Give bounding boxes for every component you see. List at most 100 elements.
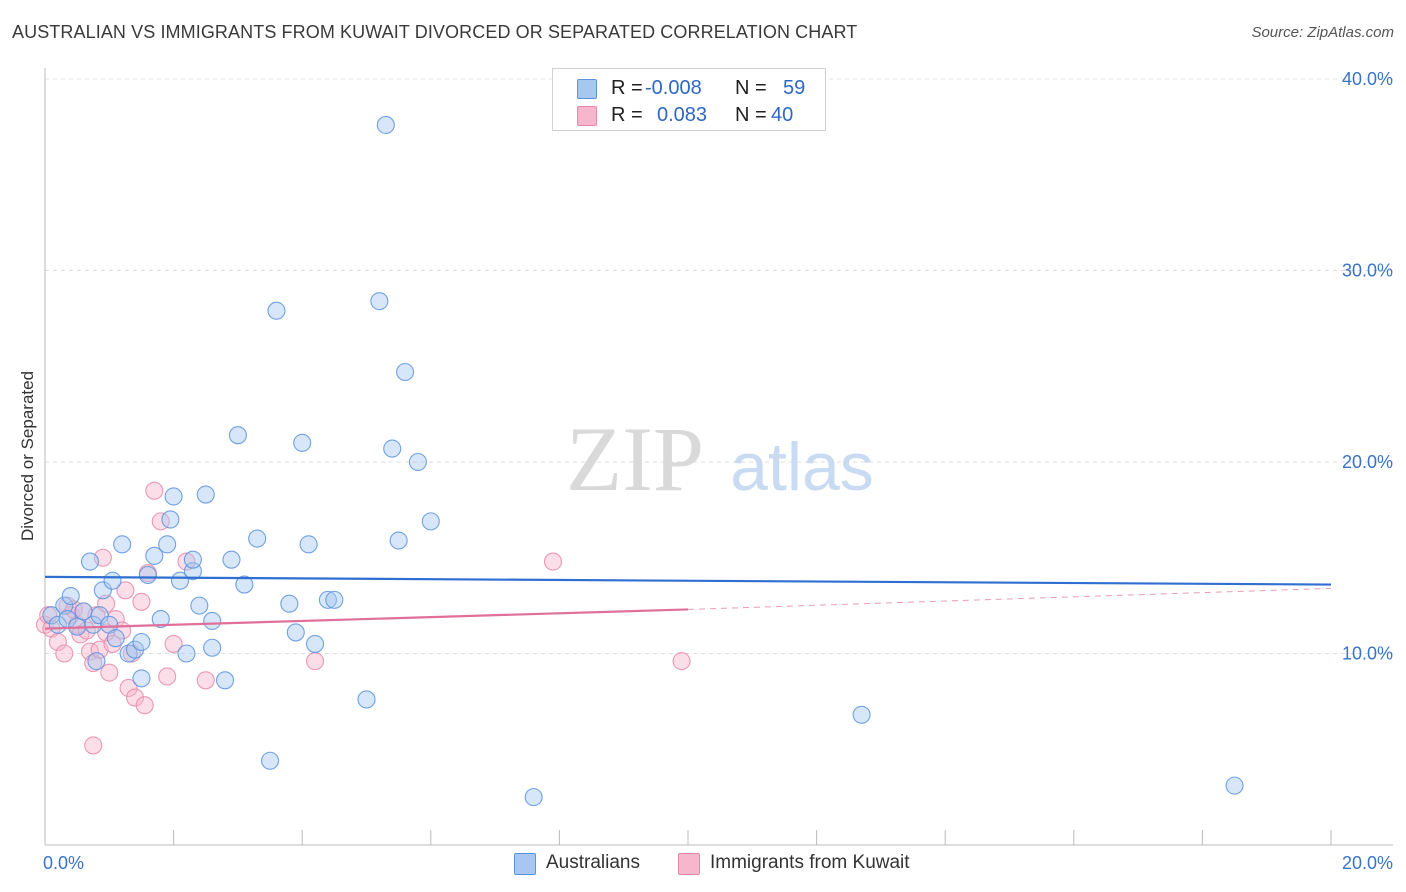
data-point	[228, 426, 247, 445]
data-point	[135, 696, 154, 715]
legend-swatch-australians	[514, 853, 536, 875]
legend-label-kuwait: Immigrants from Kuwait	[710, 852, 910, 873]
data-point	[1225, 776, 1244, 795]
data-point	[183, 550, 202, 569]
data-point	[215, 671, 235, 690]
data-point	[132, 632, 151, 652]
data-point	[325, 590, 344, 609]
data-point	[164, 634, 183, 653]
data-point	[90, 606, 109, 625]
data-point	[389, 531, 408, 550]
tick-labels: 10.0% 20.0% 30.0% 40.0% 0.0% 20.0%	[43, 69, 1393, 873]
y-tick-label: 40.0%	[1342, 69, 1393, 89]
data-point	[248, 529, 267, 548]
data-point	[80, 552, 100, 571]
data-point	[84, 736, 103, 755]
legend-r-value: -0.008	[645, 77, 702, 99]
y-tick-label: 20.0%	[1342, 452, 1393, 472]
data-point	[306, 634, 325, 653]
data-point	[267, 301, 286, 320]
chart-title: AUSTRALIAN VS IMMIGRANTS FROM KUWAIT DIV…	[12, 22, 858, 42]
data-point	[132, 592, 151, 611]
stats-legend: R = -0.008 N = 59 R = 0.083 N = 40	[552, 68, 826, 131]
watermark-atlas: atlas	[730, 429, 874, 505]
data-point	[125, 640, 145, 659]
legend-swatch-australians	[577, 79, 597, 99]
data-point	[852, 705, 871, 724]
data-point	[260, 751, 280, 770]
data-point	[203, 611, 222, 630]
data-point	[235, 575, 254, 594]
legend-n-value: 40	[771, 104, 794, 126]
data-point	[161, 510, 180, 529]
data-point	[222, 550, 241, 569]
data-point	[524, 788, 543, 807]
y-tick-label: 30.0%	[1342, 261, 1393, 281]
data-point	[370, 292, 389, 311]
y-axis-title: Divorced or Separated	[18, 371, 37, 541]
data-point	[138, 565, 157, 585]
legend-label-australians: Australians	[546, 852, 640, 873]
data-point	[158, 667, 177, 686]
data-point	[190, 596, 209, 615]
data-point	[145, 481, 164, 500]
data-point	[408, 452, 427, 472]
data-point	[119, 678, 138, 698]
x-tick-label: 0.0%	[43, 853, 84, 873]
data-point	[543, 552, 563, 571]
data-point	[151, 609, 170, 629]
data-point	[672, 652, 691, 671]
data-point	[421, 512, 440, 531]
data-point	[376, 115, 395, 135]
data-point	[318, 590, 337, 609]
data-point	[93, 581, 112, 600]
data-point	[132, 669, 151, 688]
data-point	[158, 535, 177, 554]
x-tick-label: 20.0%	[1342, 853, 1393, 873]
gridlines	[45, 78, 1393, 654]
legend-r-label: R =	[611, 104, 643, 126]
series-australians	[42, 115, 1244, 807]
data-point	[170, 571, 190, 590]
data-point	[280, 594, 299, 613]
data-point	[113, 535, 132, 554]
data-point	[286, 623, 305, 642]
data-point	[177, 644, 196, 663]
data-point	[103, 571, 122, 590]
data-point	[55, 596, 74, 615]
trend-lines	[44, 575, 1332, 630]
data-point	[293, 433, 312, 452]
data-point	[61, 586, 80, 606]
y-tick-label: 10.0%	[1342, 644, 1393, 664]
legend-swatch-kuwait	[577, 106, 597, 126]
trend-line-australians	[44, 575, 1332, 586]
data-point	[306, 652, 325, 671]
data-point	[106, 629, 125, 648]
data-point	[103, 634, 122, 653]
data-point	[396, 362, 415, 382]
legend-swatch-kuwait	[678, 853, 700, 875]
data-point	[145, 546, 164, 565]
axes	[44, 68, 1393, 846]
legend-r-label: R =	[611, 77, 643, 99]
data-point	[196, 485, 215, 504]
data-point	[116, 581, 135, 600]
data-point	[383, 439, 402, 458]
data-point	[299, 535, 318, 554]
data-point	[164, 487, 183, 506]
data-point	[84, 615, 103, 634]
data-point	[177, 552, 196, 571]
source-label: Source: ZipAtlas.com	[1251, 24, 1394, 41]
legend-n-value: 59	[783, 77, 806, 99]
watermark-zip: ZIP	[566, 408, 704, 510]
legend-n-label: N =	[735, 77, 767, 99]
data-point	[100, 663, 119, 682]
legend-n-label: N =	[735, 104, 767, 126]
data-point	[125, 688, 145, 707]
legend-r-value: 0.083	[657, 104, 708, 126]
data-point	[87, 652, 106, 671]
data-point	[97, 594, 116, 613]
trend-line-kuwait	[44, 608, 689, 630]
data-point	[55, 644, 74, 663]
